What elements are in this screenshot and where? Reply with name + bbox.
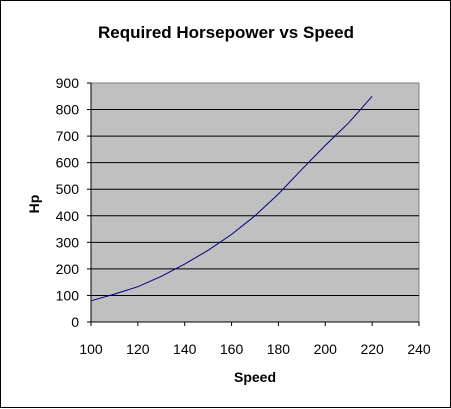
y-tick-label: 400 [56,208,80,224]
plot-area [90,82,420,323]
x-axis-label: Speed [234,369,276,385]
y-tick-label: 300 [56,234,80,250]
y-tick-label: 0 [71,314,79,330]
x-tick-label: 240 [407,341,431,357]
y-tick-label: 700 [56,128,80,144]
y-tick-label: 600 [56,155,80,171]
y-tick-label: 800 [56,102,80,118]
x-tick-label: 140 [173,341,197,357]
grid-lines [91,109,419,296]
x-tick-label: 120 [126,341,150,357]
y-axis-label: Hp [26,195,42,214]
x-tick-label: 200 [314,341,338,357]
chart-title: Required Horsepower vs Speed [98,23,354,42]
x-tick-label: 220 [360,341,384,357]
series-line-horsepower [90,95,373,302]
y-tick-label: 900 [56,75,80,91]
y-tick-label: 100 [56,287,80,303]
x-tick-label: 160 [220,341,244,357]
y-axis-ticks: 0 100 200 300 400 500 600 700 800 900 [56,75,92,330]
x-axis-ticks: 100 120 140 160 180 200 220 240 [79,321,431,357]
y-tick-label: 200 [56,261,80,277]
x-tick-label: 180 [267,341,291,357]
y-tick-label: 500 [56,181,80,197]
x-tick-label: 100 [79,341,103,357]
